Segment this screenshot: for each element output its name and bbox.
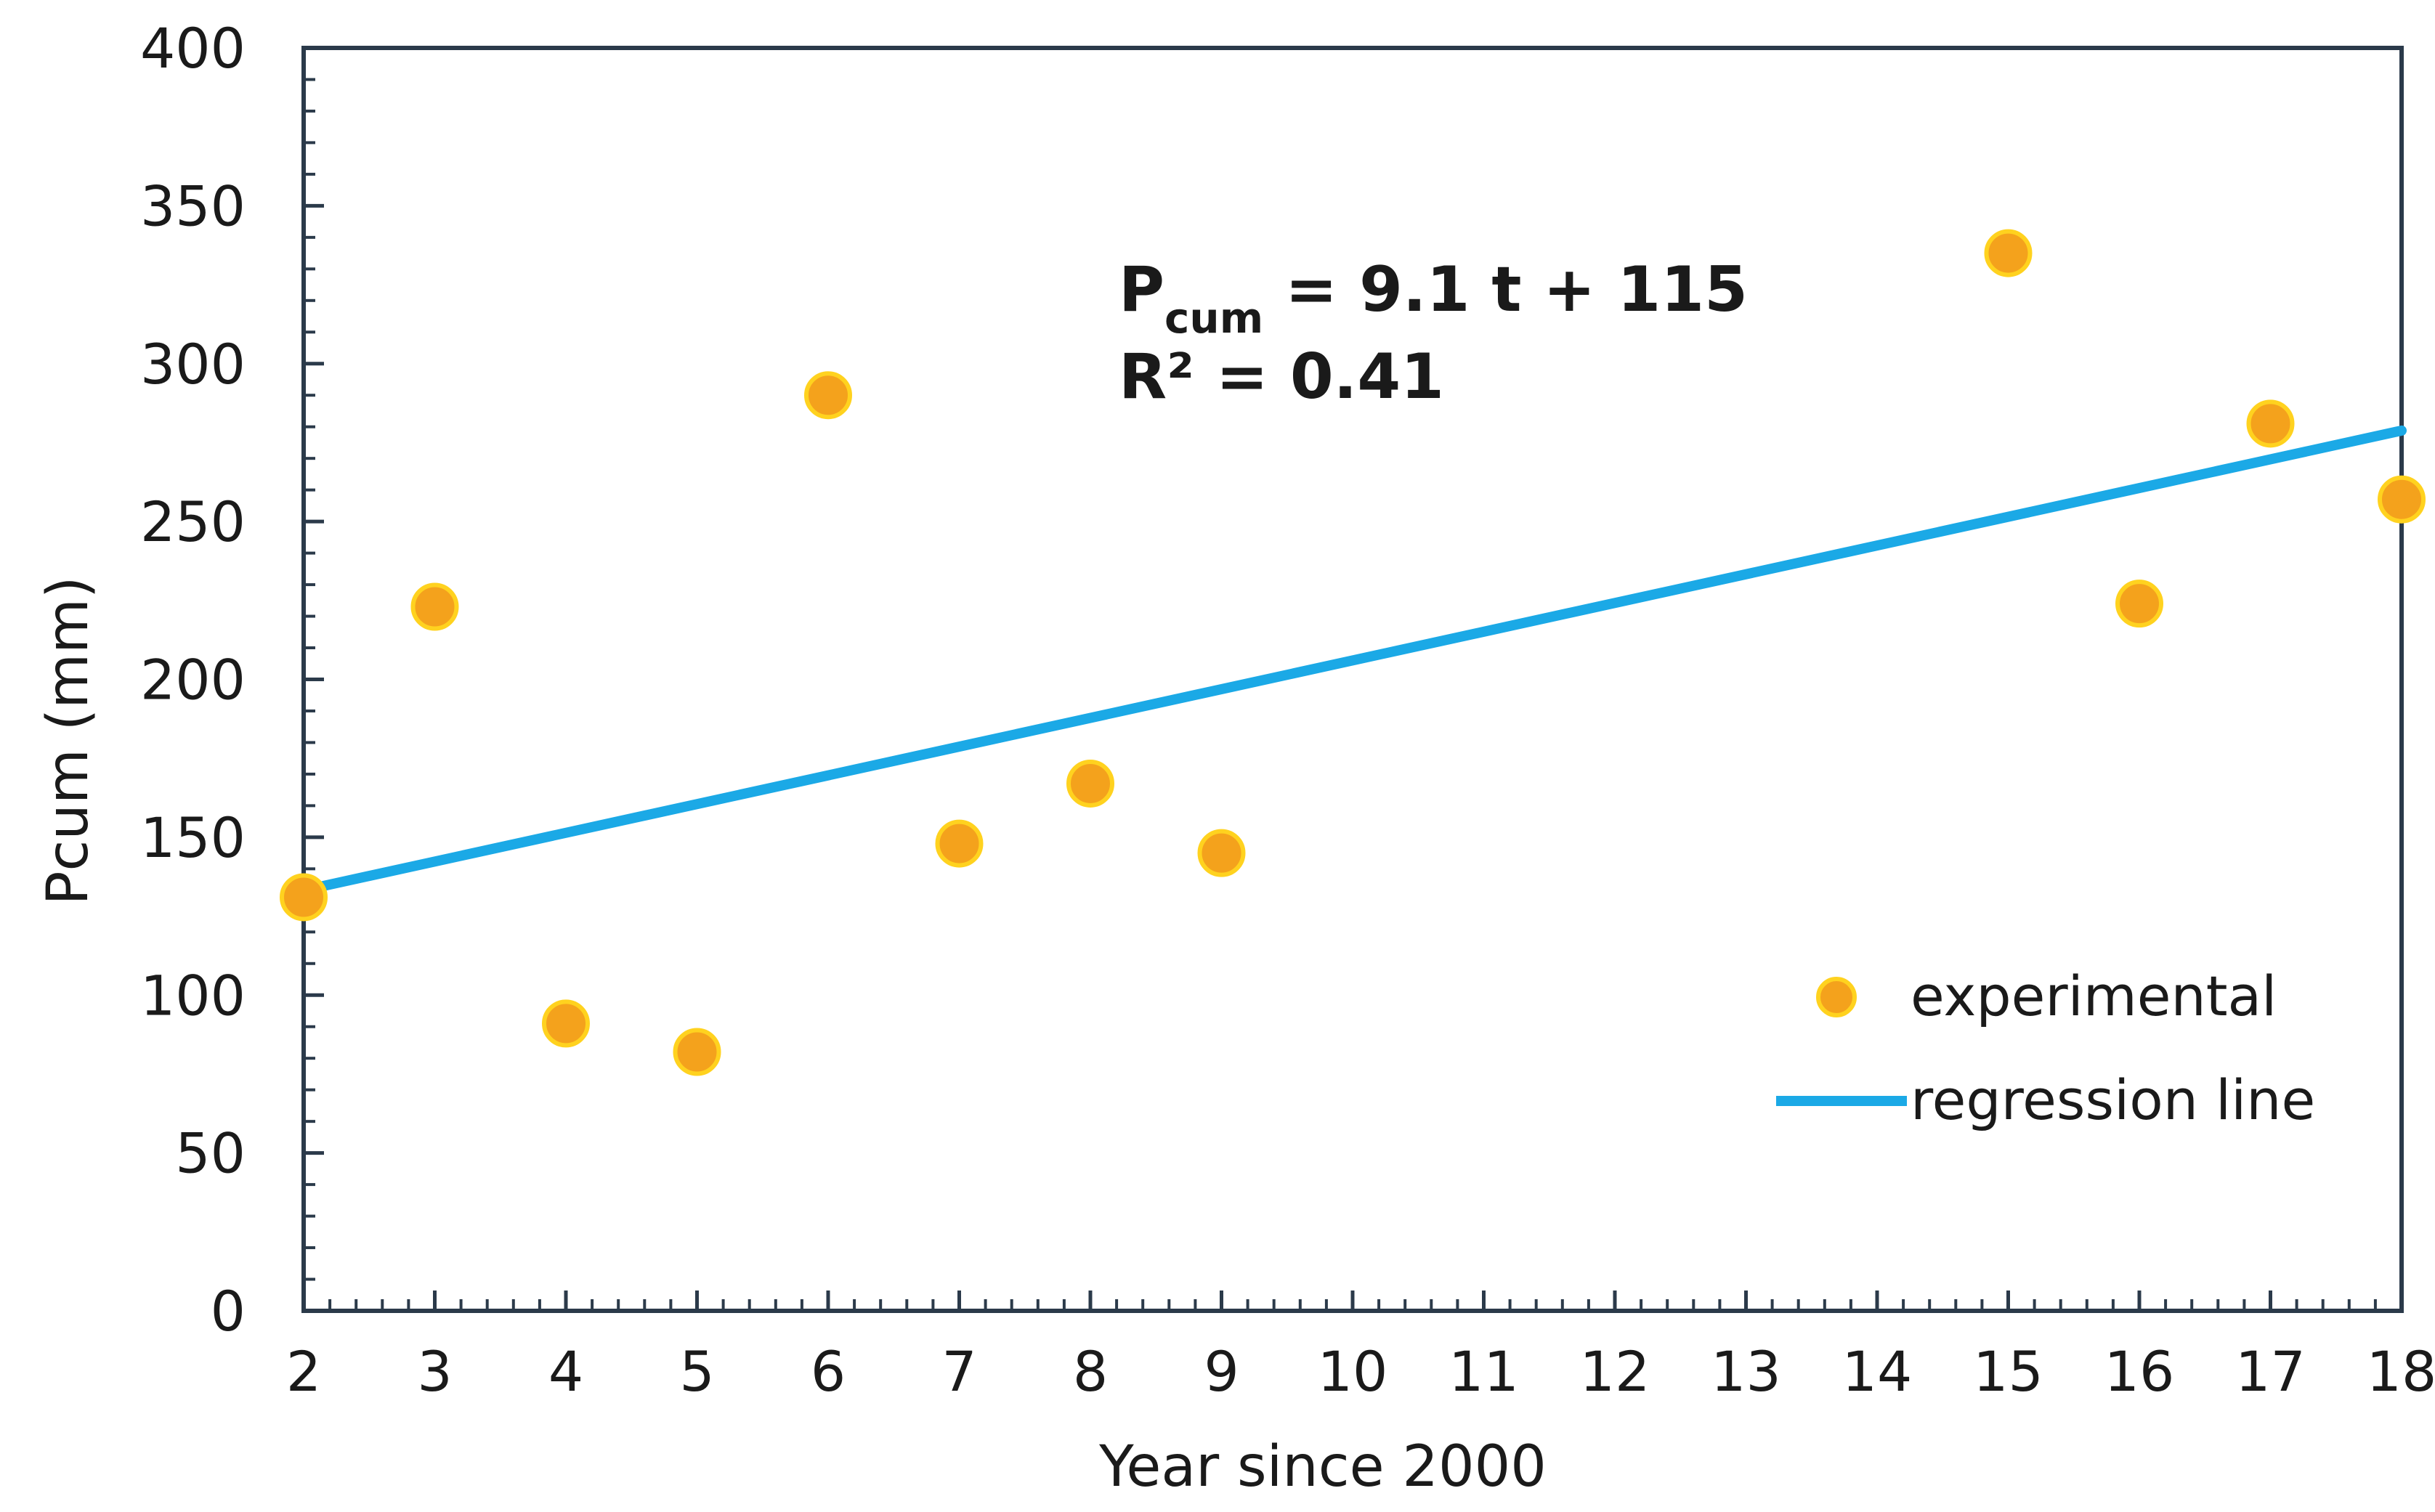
x-tick-label: 2: [286, 1339, 321, 1404]
x-tick-label: 10: [1318, 1339, 1388, 1404]
r-squared-text: R² = 0.41: [1119, 341, 1444, 413]
data-point: [280, 873, 328, 922]
x-axis-tick-labels: 2 3 4 5 6 7 8 9 10 11 12 13 14 15 16 17 18: [286, 1339, 2435, 1404]
legend-label-regression: regression line: [1911, 1068, 2315, 1132]
legend-label-experimental: experimental: [1911, 964, 2277, 1028]
data-point: [2115, 580, 2163, 628]
equation-rhs: = 9.1 t + 115: [1263, 253, 1748, 326]
data-point: [2378, 475, 2426, 524]
x-tick-label: 7: [941, 1339, 976, 1404]
data-point: [935, 819, 984, 868]
legend-marker-experimental: [1816, 977, 1857, 1017]
equation-text: Pcum = 9.1 t + 115: [1119, 253, 1748, 343]
y-tick-label: 50: [175, 1121, 246, 1186]
legend: experimental regression line: [1776, 964, 2315, 1132]
x-axis-title: Year since 2000: [1098, 1434, 1547, 1500]
data-point: [673, 1028, 721, 1076]
x-tick-label: 18: [2367, 1339, 2435, 1404]
data-point: [1066, 759, 1114, 808]
experimental-points: [280, 229, 2426, 1076]
y-tick-label: 100: [140, 963, 246, 1028]
data-point: [2246, 399, 2295, 448]
x-tick-label: 14: [1842, 1339, 1913, 1404]
regression-equation: Pcum = 9.1 t + 115 R² = 0.41: [1119, 253, 1748, 413]
equation-subscript: cum: [1164, 293, 1263, 343]
x-tick-label: 13: [1711, 1339, 1781, 1404]
data-point: [1984, 229, 2033, 277]
data-point: [410, 582, 459, 631]
x-tick-label: 8: [1073, 1339, 1108, 1404]
y-tick-label: 300: [140, 332, 246, 397]
x-tick-label: 6: [811, 1339, 846, 1404]
data-point: [542, 999, 590, 1048]
x-tick-label: 3: [417, 1339, 452, 1404]
y-tick-label: 350: [140, 174, 246, 238]
x-tick-label: 16: [2104, 1339, 2175, 1404]
equation-variable: P: [1119, 253, 1164, 326]
data-point: [804, 371, 852, 420]
y-tick-label: 250: [140, 489, 246, 554]
plot-area-frame: [301, 46, 2404, 1313]
y-tick-label: 0: [211, 1279, 246, 1344]
x-tick-label: 5: [679, 1339, 714, 1404]
x-tick-label: 17: [2235, 1339, 2306, 1404]
data-point: [1197, 829, 1246, 877]
y-tick-label: 200: [140, 648, 246, 712]
y-tick-label: 400: [140, 16, 246, 81]
x-tick-label: 12: [1580, 1339, 1650, 1404]
y-tick-label: 150: [140, 805, 246, 870]
x-tick-label: 11: [1449, 1339, 1519, 1404]
x-tick-label: 15: [1973, 1339, 2043, 1404]
y-axis-tick-labels: 0 50 100 150 200 250 300 350 400: [140, 16, 246, 1344]
x-tick-label: 9: [1204, 1339, 1239, 1404]
regression-line: [299, 425, 2407, 895]
x-tick-label: 4: [548, 1339, 583, 1404]
y-axis-title: Pcum (mm): [36, 577, 101, 906]
